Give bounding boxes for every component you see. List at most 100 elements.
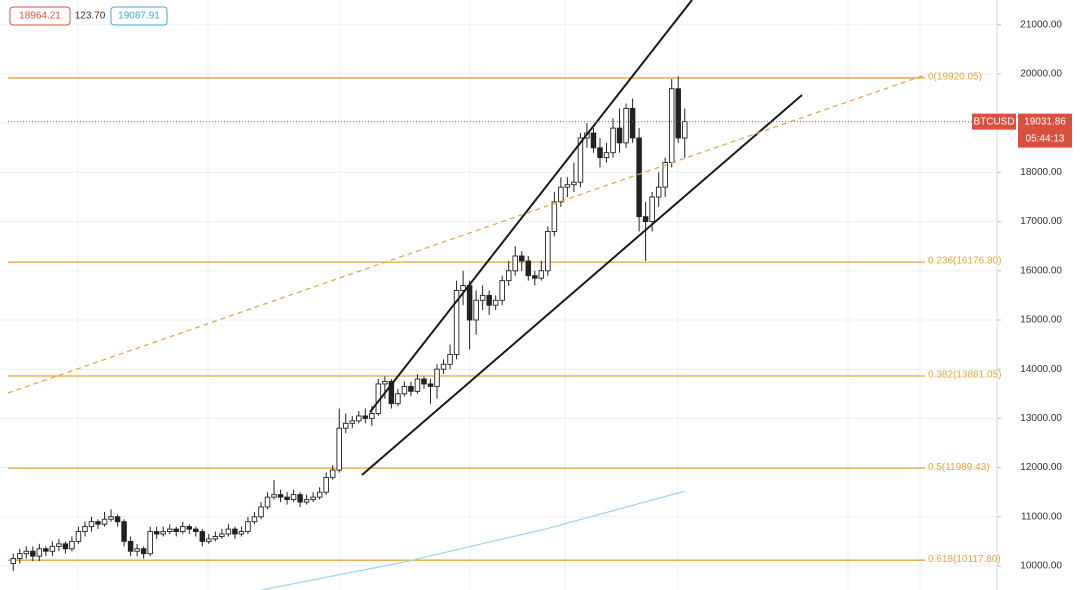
plot: [0, 24, 997, 590]
candle-body: [388, 381, 395, 405]
candle-body: [88, 521, 95, 528]
candle-body: [538, 270, 545, 279]
candle-body: [212, 536, 219, 540]
candle-body: [277, 494, 284, 498]
trend-line: [369, 0, 693, 413]
candle-body: [336, 427, 342, 471]
candle-body: [629, 107, 636, 139]
candle-body: [225, 528, 232, 535]
candle-body: [356, 415, 362, 422]
candle-body: [460, 285, 466, 291]
symbol-box: [972, 113, 1016, 130]
candle-body: [408, 385, 414, 392]
y-tick-label: 18000.00: [1020, 167, 1062, 178]
candle-body: [512, 255, 518, 272]
candle-body: [545, 230, 551, 272]
candle-body: [479, 294, 486, 301]
y-tick-label: 10000.00: [1020, 561, 1062, 572]
y-tick-label: 17000.00: [1020, 216, 1062, 227]
candle-body: [251, 516, 258, 523]
price-box: [1018, 113, 1072, 148]
candle-body: [369, 413, 375, 419]
candle-body: [636, 137, 642, 218]
trend-line: [361, 94, 803, 476]
candle-body: [310, 496, 316, 501]
candle-body: [147, 531, 153, 555]
candle-body: [160, 531, 166, 535]
candle-body: [590, 132, 597, 149]
candle-body: [668, 88, 675, 164]
candle-body: [82, 526, 88, 533]
candle-body: [297, 494, 303, 503]
candle-body: [505, 270, 512, 282]
candle-body: [134, 548, 140, 552]
candle-body: [284, 496, 290, 501]
y-tick-label: 14000.00: [1020, 364, 1062, 375]
candle-body: [571, 181, 577, 186]
candle-body: [434, 368, 440, 387]
fib-label: 0.618(10117.80): [928, 554, 1001, 565]
candle-body: [453, 290, 460, 355]
candle-body: [121, 521, 127, 542]
candle-body: [447, 353, 453, 365]
candle-body: [655, 186, 662, 198]
candle-body: [564, 184, 571, 188]
candle-body: [49, 545, 56, 552]
candle-body: [173, 528, 179, 533]
candle-body: [166, 528, 173, 533]
candle-body: [75, 531, 82, 542]
candle-body: [473, 299, 479, 321]
header-value: 19087.91: [118, 11, 160, 22]
candle-body: [642, 216, 649, 223]
candle-body: [382, 381, 388, 385]
candle-body: [62, 543, 69, 550]
candle-body: [349, 420, 356, 424]
candle-body: [153, 531, 160, 535]
candle-body: [519, 255, 525, 262]
y-tick-label: 21000.00: [1020, 19, 1062, 30]
price-label: 19031.86: [1024, 116, 1066, 127]
header-box: [9, 6, 71, 26]
moving-average: [260, 490, 685, 590]
candle-body: [421, 378, 427, 385]
symbol-label: BTCUSD: [973, 116, 1014, 127]
candle-body: [140, 548, 147, 555]
candle-body: [114, 516, 121, 523]
candle-body: [303, 499, 310, 503]
candle-body: [401, 385, 408, 395]
header-value: 18964.21: [19, 11, 61, 22]
candle-body: [271, 494, 277, 498]
candle-body: [342, 422, 349, 429]
y-tick-label: 20000.00: [1020, 69, 1062, 80]
candle-body: [395, 393, 401, 405]
y-tick-label: 12000.00: [1020, 462, 1062, 473]
candle-body: [108, 516, 114, 520]
header-value: 123.70: [75, 11, 106, 22]
candle-body: [232, 528, 238, 535]
candle-body: [30, 550, 36, 557]
countdown-label: 05:44:13: [1026, 133, 1065, 144]
candle-body: [603, 152, 610, 159]
candle-body: [577, 137, 584, 183]
candle-body: [610, 127, 616, 154]
candle-body: [180, 526, 186, 533]
header-box: [110, 6, 168, 26]
candle-body: [414, 378, 421, 392]
candle-body: [525, 260, 532, 277]
candle-body: [43, 548, 49, 552]
candle-body: [290, 494, 297, 501]
candle-body: [127, 540, 134, 552]
candle-body: [23, 550, 30, 555]
candle-body: [329, 469, 336, 478]
candle-body: [10, 558, 17, 564]
candle-body: [558, 186, 564, 203]
candle-body: [238, 531, 245, 535]
candle-body: [219, 533, 225, 537]
y-tick-label: 11000.00: [1021, 511, 1062, 522]
fib-label: 0.236(16176.80): [928, 256, 1001, 267]
candle-body: [492, 299, 499, 306]
candle-body: [662, 162, 668, 188]
candle-body: [199, 531, 206, 542]
